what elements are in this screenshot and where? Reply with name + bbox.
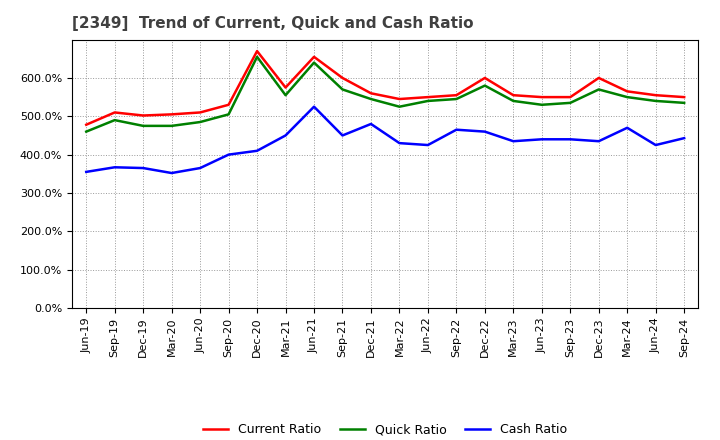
Current Ratio	[167, 112, 176, 117]
Quick Ratio	[110, 117, 119, 123]
Quick Ratio	[452, 96, 461, 102]
Quick Ratio	[566, 100, 575, 106]
Cash Ratio	[338, 133, 347, 138]
Quick Ratio	[509, 98, 518, 103]
Current Ratio	[253, 48, 261, 54]
Cash Ratio	[282, 133, 290, 138]
Quick Ratio	[225, 112, 233, 117]
Cash Ratio	[225, 152, 233, 157]
Quick Ratio	[82, 129, 91, 134]
Quick Ratio	[366, 96, 375, 102]
Cash Ratio	[423, 143, 432, 148]
Cash Ratio	[253, 148, 261, 154]
Legend: Current Ratio, Quick Ratio, Cash Ratio: Current Ratio, Quick Ratio, Cash Ratio	[198, 418, 572, 440]
Quick Ratio	[338, 87, 347, 92]
Current Ratio	[623, 89, 631, 94]
Current Ratio	[196, 110, 204, 115]
Quick Ratio	[310, 60, 318, 65]
Current Ratio	[282, 85, 290, 90]
Cash Ratio	[680, 136, 688, 141]
Cash Ratio	[82, 169, 91, 175]
Current Ratio	[225, 102, 233, 107]
Quick Ratio	[537, 102, 546, 107]
Current Ratio	[310, 54, 318, 59]
Quick Ratio	[253, 54, 261, 59]
Current Ratio	[566, 95, 575, 100]
Cash Ratio	[366, 121, 375, 127]
Cash Ratio	[167, 170, 176, 176]
Current Ratio	[110, 110, 119, 115]
Quick Ratio	[282, 92, 290, 98]
Cash Ratio	[509, 139, 518, 144]
Text: [2349]  Trend of Current, Quick and Cash Ratio: [2349] Trend of Current, Quick and Cash …	[72, 16, 474, 32]
Cash Ratio	[595, 139, 603, 144]
Current Ratio	[82, 122, 91, 127]
Current Ratio	[509, 92, 518, 98]
Line: Current Ratio: Current Ratio	[86, 51, 684, 125]
Cash Ratio	[652, 143, 660, 148]
Quick Ratio	[196, 119, 204, 125]
Quick Ratio	[480, 83, 489, 88]
Current Ratio	[595, 75, 603, 81]
Current Ratio	[537, 95, 546, 100]
Line: Cash Ratio: Cash Ratio	[86, 106, 684, 173]
Cash Ratio	[566, 137, 575, 142]
Cash Ratio	[537, 137, 546, 142]
Current Ratio	[680, 95, 688, 100]
Current Ratio	[423, 95, 432, 100]
Current Ratio	[452, 92, 461, 98]
Quick Ratio	[595, 87, 603, 92]
Quick Ratio	[139, 123, 148, 128]
Cash Ratio	[310, 104, 318, 109]
Cash Ratio	[480, 129, 489, 134]
Current Ratio	[338, 75, 347, 81]
Current Ratio	[366, 91, 375, 96]
Current Ratio	[139, 113, 148, 118]
Quick Ratio	[423, 98, 432, 103]
Current Ratio	[480, 75, 489, 81]
Quick Ratio	[167, 123, 176, 128]
Cash Ratio	[623, 125, 631, 130]
Cash Ratio	[139, 165, 148, 171]
Line: Quick Ratio: Quick Ratio	[86, 57, 684, 132]
Quick Ratio	[623, 95, 631, 100]
Cash Ratio	[452, 127, 461, 132]
Current Ratio	[395, 96, 404, 102]
Cash Ratio	[395, 140, 404, 146]
Cash Ratio	[110, 165, 119, 170]
Quick Ratio	[652, 98, 660, 103]
Cash Ratio	[196, 165, 204, 171]
Quick Ratio	[395, 104, 404, 109]
Current Ratio	[652, 92, 660, 98]
Quick Ratio	[680, 100, 688, 106]
